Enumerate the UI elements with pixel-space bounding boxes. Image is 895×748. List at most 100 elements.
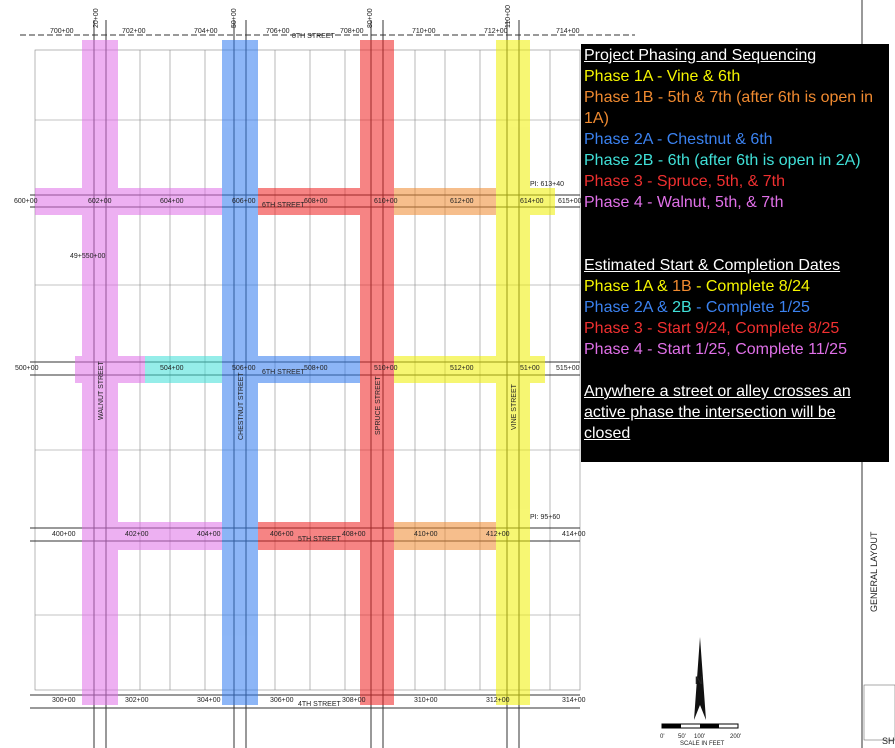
station-label: 510+00 bbox=[374, 365, 398, 372]
station-label: 110+00 bbox=[505, 5, 512, 28]
legend-title: Project Phasing and Sequencing bbox=[584, 47, 817, 64]
station-label: 712+00 bbox=[484, 28, 508, 35]
station-label: 310+00 bbox=[414, 697, 438, 704]
street-label: VINE STREET bbox=[511, 383, 518, 430]
legend-line: Phase 4 - Walnut, 5th, & 7th bbox=[584, 192, 886, 213]
station-label: 600+00 bbox=[14, 198, 38, 205]
scale-mark: 200' bbox=[730, 734, 741, 740]
legend-text: Phase 2A - Chestnut & 6th bbox=[584, 131, 773, 148]
station-label: 706+00 bbox=[266, 28, 290, 35]
station-label: PI: 95+60 bbox=[530, 514, 560, 521]
sheet-title: GENERAL LAYOUT bbox=[869, 531, 879, 612]
station-label: 506+00 bbox=[232, 365, 256, 372]
station-label: 51+00 bbox=[520, 365, 540, 372]
station-label: 312+00 bbox=[486, 697, 510, 704]
legend-text: Phase 4 - Start 1/25, Complete 11/25 bbox=[584, 341, 847, 358]
station-label: 49+550+00 bbox=[70, 253, 106, 260]
legend-line: Phase 2A - Chestnut & 6th bbox=[584, 129, 886, 150]
street-label: CHESTNUT STREET bbox=[238, 372, 245, 440]
station-label: 610+00 bbox=[374, 198, 398, 205]
legend-text: Phase 3 - Start 9/24, Complete 8/25 bbox=[584, 320, 840, 337]
street-label: 6TH STREET bbox=[262, 369, 306, 376]
station-label: 410+00 bbox=[414, 531, 438, 538]
legend-line: Phase 3 - Start 9/24, Complete 8/25 bbox=[584, 318, 886, 339]
station-label: 615+00 bbox=[558, 198, 582, 205]
legend-line: Phase 1A - Vine & 6th bbox=[584, 66, 886, 87]
phase-highlights bbox=[35, 40, 555, 705]
station-label: 710+00 bbox=[412, 28, 436, 35]
street-label: 4TH STREET bbox=[298, 701, 342, 708]
station-label: 404+00 bbox=[197, 531, 221, 538]
legend-text: Phase 2A & bbox=[584, 299, 673, 316]
station-label: 400+00 bbox=[52, 531, 76, 538]
legend-text: Phase 3 - Spruce, 5th, & 7th bbox=[584, 173, 786, 190]
station-label: 314+00 bbox=[562, 697, 586, 704]
station-label: 704+00 bbox=[194, 28, 218, 35]
station-label: 302+00 bbox=[125, 697, 149, 704]
legend-text: 2B bbox=[672, 299, 692, 316]
station-label: 612+00 bbox=[450, 198, 474, 205]
legend-line: Phase 4 - Start 1/25, Complete 11/25 bbox=[584, 339, 886, 360]
legend-text: Phase 1B - 5th & 7th (after 6th is open … bbox=[584, 89, 878, 127]
legend-text: Phase 1A - Vine & 6th bbox=[584, 68, 741, 85]
station-label: 702+00 bbox=[122, 28, 146, 35]
station-label: 614+00 bbox=[520, 198, 544, 205]
station-label: 508+00 bbox=[304, 365, 328, 372]
station-label: 606+00 bbox=[232, 198, 256, 205]
station-label: 408+00 bbox=[342, 531, 366, 538]
legend-line: Phase 3 - Spruce, 5th, & 7th bbox=[584, 171, 886, 192]
station-label: 515+00 bbox=[556, 365, 580, 372]
legend-text: 1B bbox=[672, 278, 692, 295]
station-label: 402+00 bbox=[125, 531, 149, 538]
legend-text: - Complete 8/24 bbox=[691, 278, 810, 295]
street-label: 5TH STREET bbox=[298, 536, 342, 543]
street-label: WALNUT STREET bbox=[98, 361, 105, 420]
closure-note: Anywhere a street or alley crosses an ac… bbox=[584, 383, 851, 442]
legend-line: Phase 1B - 5th & 7th (after 6th is open … bbox=[584, 87, 886, 129]
legend-line: Phase 1A & 1B - Complete 8/24 bbox=[584, 276, 886, 297]
labels: 8TH STREET 6TH STREET 6TH STREET 5TH STR… bbox=[98, 33, 518, 708]
legend-text: - Complete 1/25 bbox=[691, 299, 810, 316]
sheet-number: SH bbox=[882, 736, 895, 746]
scale-mark: 100' bbox=[694, 734, 705, 740]
station-label: PI: 613+40 bbox=[530, 181, 564, 188]
station-label: 414+00 bbox=[562, 531, 586, 538]
station-label: 412+00 bbox=[486, 531, 510, 538]
station-label: 306+00 bbox=[270, 697, 294, 704]
station-label: 602+00 bbox=[88, 198, 112, 205]
station-label: 20+00 bbox=[93, 8, 100, 28]
station-label: 504+00 bbox=[160, 365, 184, 372]
date-list: Phase 1A & 1B - Complete 8/24 Phase 2A & … bbox=[584, 276, 886, 360]
scale-mark: 0' bbox=[660, 734, 664, 740]
station-label: 406+00 bbox=[270, 531, 294, 538]
street-label: SPRUCE STREET bbox=[375, 376, 382, 435]
station-label: 80+00 bbox=[367, 8, 374, 28]
legend-line: Phase 2B - 6th (after 6th is open in 2A) bbox=[584, 150, 886, 171]
legend-text: Phase 1A & bbox=[584, 278, 673, 295]
legend-text: Phase 4 - Walnut, 5th, & 7th bbox=[584, 194, 784, 211]
station-label: 308+00 bbox=[342, 697, 366, 704]
legend-line: Phase 2A & 2B - Complete 1/25 bbox=[584, 297, 886, 318]
scale-mark: 50' bbox=[678, 734, 686, 740]
street-label: 6TH STREET bbox=[262, 202, 306, 209]
station-label: 714+00 bbox=[556, 28, 580, 35]
legend: Project Phasing and Sequencing Phase 1A … bbox=[581, 44, 889, 462]
station-label: 500+00 bbox=[15, 365, 39, 372]
phase-list: Phase 1A - Vine & 6th Phase 1B - 5th & 7t… bbox=[584, 66, 886, 213]
north-label: N bbox=[695, 675, 703, 687]
station-label: 512+00 bbox=[450, 365, 474, 372]
station-label: 700+00 bbox=[50, 28, 74, 35]
station-label: 608+00 bbox=[304, 198, 328, 205]
legend-title: Estimated Start & Completion Dates bbox=[584, 257, 841, 274]
scale-title: SCALE IN FEET bbox=[680, 741, 725, 747]
street-label: 8TH STREET bbox=[292, 33, 336, 40]
station-label: 304+00 bbox=[197, 697, 221, 704]
station-label: 708+00 bbox=[340, 28, 364, 35]
station-label: 300+00 bbox=[52, 697, 76, 704]
station-label: 604+00 bbox=[160, 198, 184, 205]
station-label: 50+00 bbox=[231, 8, 238, 28]
stations: 700+00 702+00 704+00 706+00 708+00 710+00 712+… bbox=[14, 5, 586, 704]
legend-text: Phase 2B - 6th (after 6th is open in 2A) bbox=[584, 152, 861, 169]
